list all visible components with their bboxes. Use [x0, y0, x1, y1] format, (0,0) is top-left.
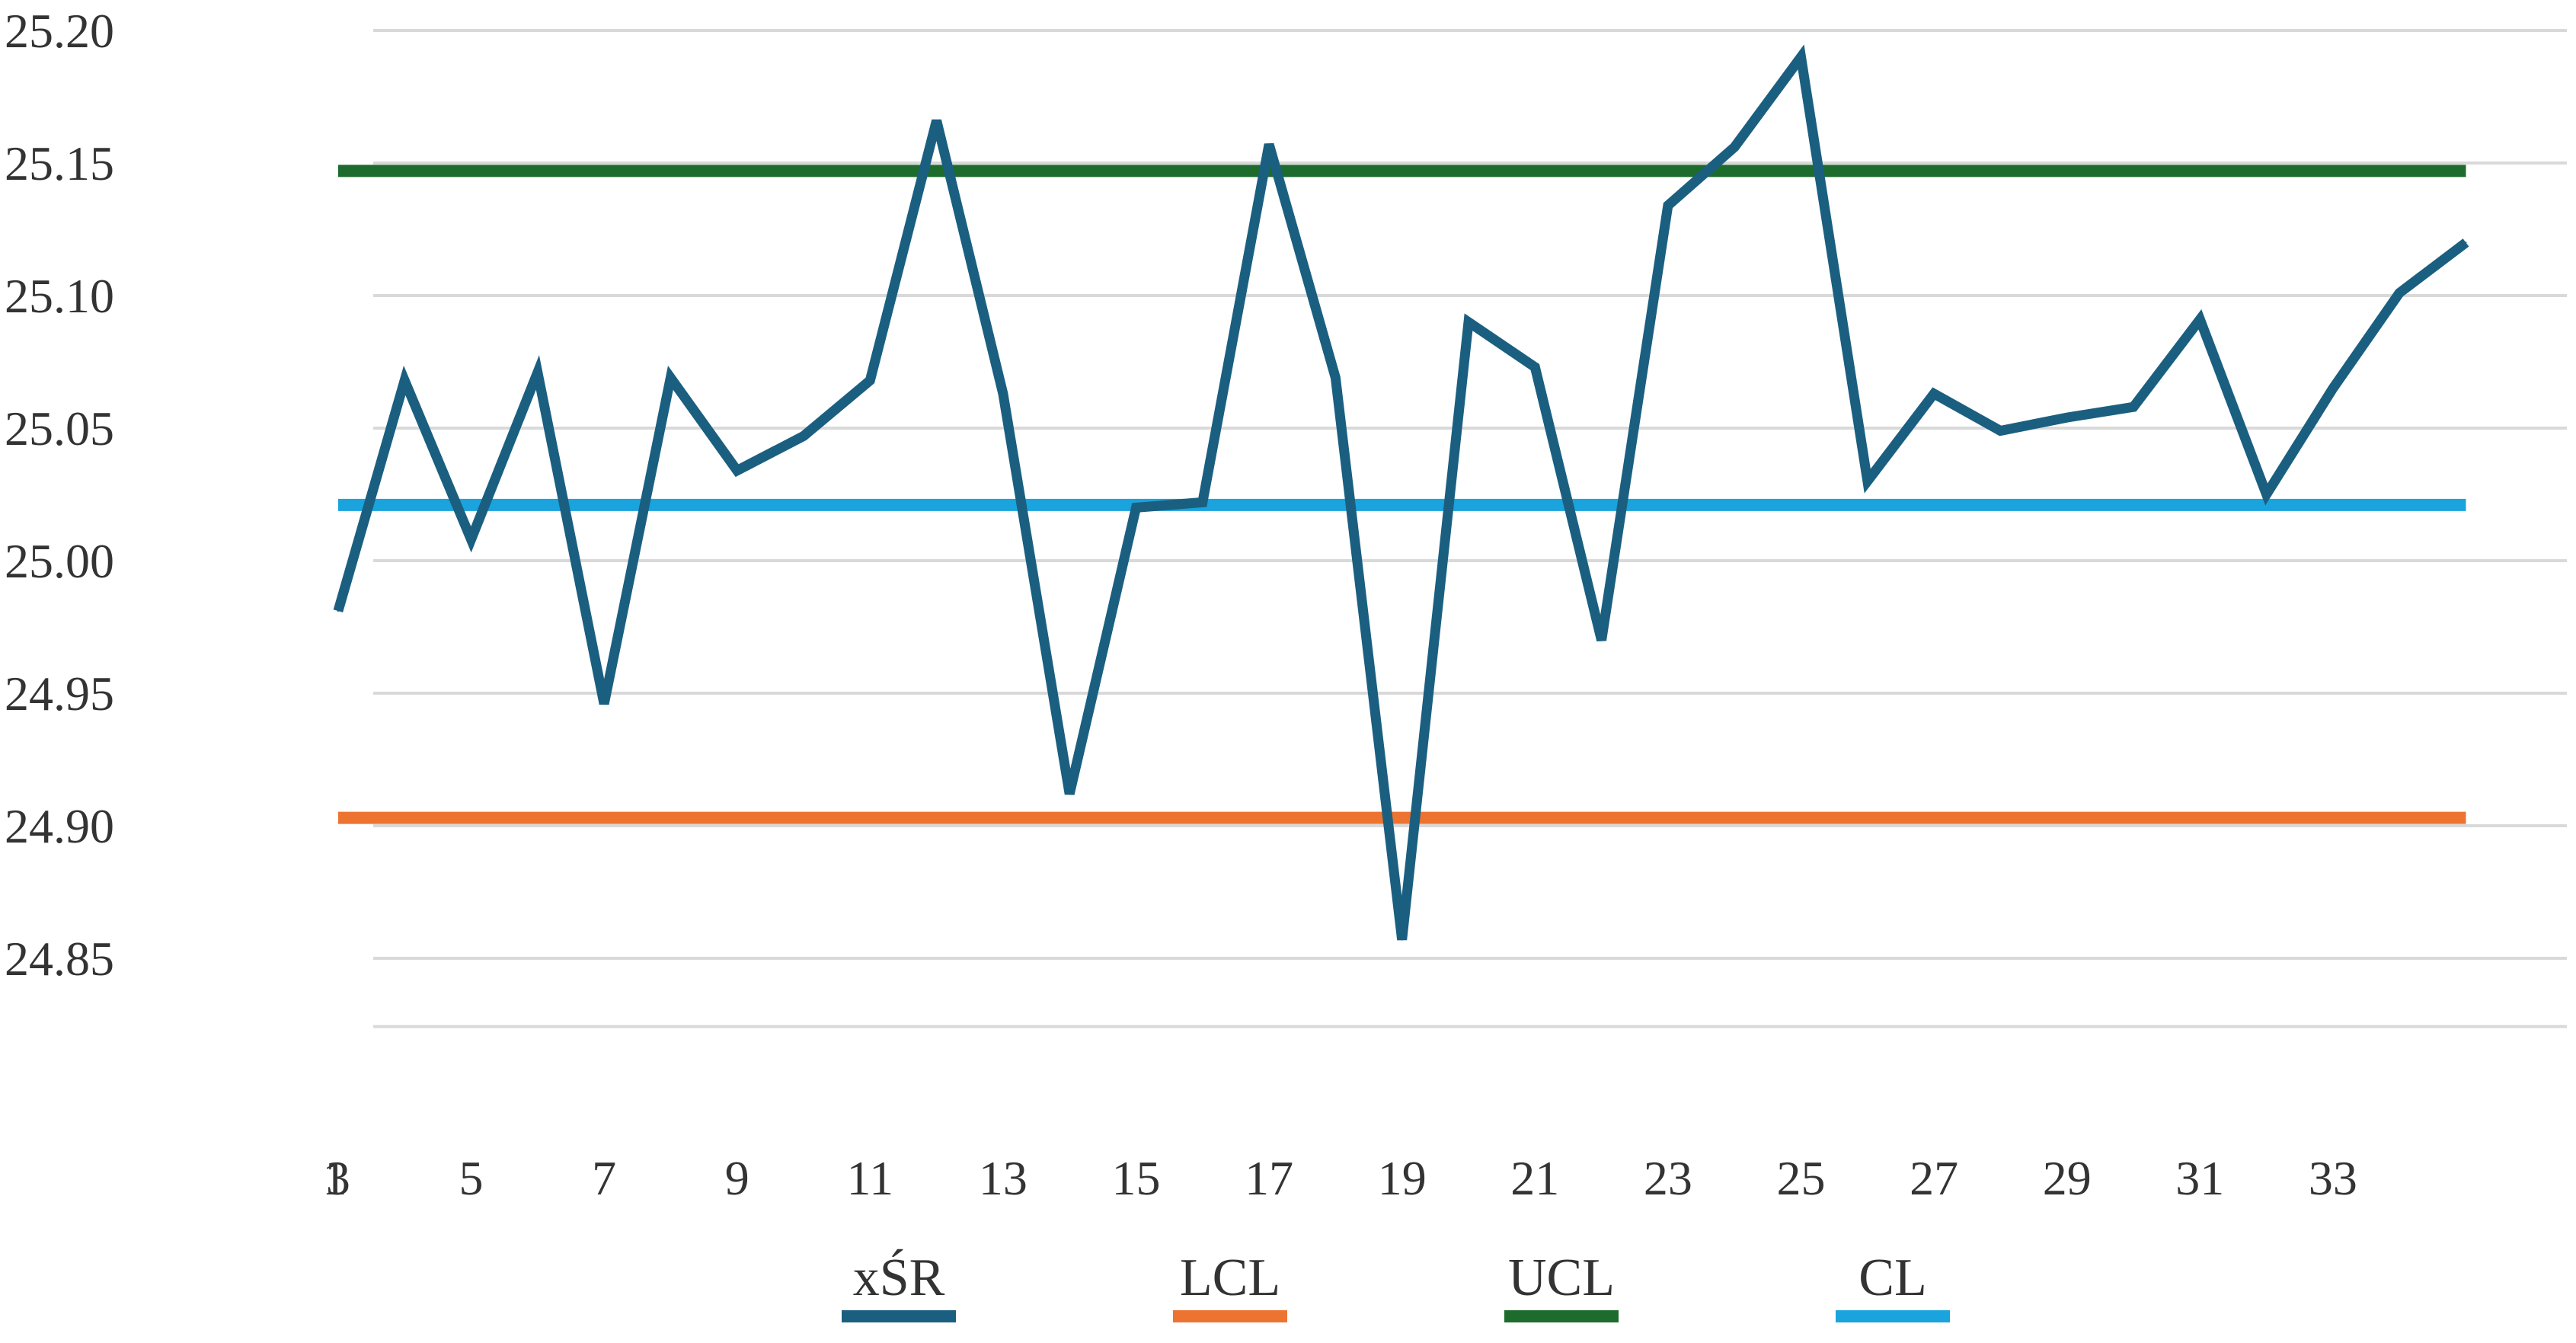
data-point — [1069, 793, 1071, 795]
y-tick-label: 24.95 — [5, 667, 114, 721]
x-tick-label: 27 — [1910, 1151, 1958, 1205]
legend-label: CL — [1858, 1249, 1926, 1307]
y-tick-label: 24.85 — [5, 932, 114, 986]
legend-label: UCL — [1508, 1249, 1615, 1307]
y-tick-label: 25.05 — [5, 401, 114, 456]
x-tick-label: 33 — [2309, 1151, 2357, 1205]
series-lines — [333, 44, 2469, 941]
data-point — [670, 376, 672, 379]
series-line-xśr — [333, 44, 2469, 941]
data-point — [1534, 366, 1536, 368]
data-point — [1999, 430, 2002, 432]
x-tick-label: 9 — [725, 1151, 749, 1205]
data-point — [1334, 376, 1337, 379]
data-point — [2332, 387, 2334, 389]
data-point — [869, 379, 871, 382]
data-point — [1600, 639, 1603, 641]
x-tick-label: 17 — [1245, 1151, 1293, 1205]
data-point — [1734, 146, 1736, 149]
x-axis-tick-labels: 13 5 7 9 11 13 15 17 19 21 23 25 27 29 31 33 — [322, 1151, 2357, 1205]
y-axis-tick-labels: 24.85 24.90 24.95 25.00 25.05 25.10 25.15 25.20 — [5, 4, 114, 986]
y-tick-label: 25.00 — [5, 534, 114, 588]
legend-label: xŚR — [853, 1249, 945, 1307]
x-tick-label: 15 — [1112, 1151, 1161, 1205]
data-point — [935, 120, 938, 122]
x-tick-label: 29 — [2043, 1151, 2092, 1205]
data-point — [2265, 494, 2268, 495]
data-point — [2399, 292, 2401, 294]
x-tick-label: 1 — [322, 1151, 347, 1205]
x-tick-label: 21 — [1510, 1151, 1559, 1205]
data-point — [1800, 56, 1802, 58]
x-tick-label: 5 — [459, 1151, 484, 1205]
data-point — [736, 469, 738, 472]
x-tick-label: 23 — [1644, 1151, 1692, 1205]
data-point — [337, 610, 339, 612]
data-point — [1002, 392, 1004, 395]
y-tick-label: 25.15 — [5, 136, 114, 190]
data-point — [1201, 501, 1203, 504]
data-point — [470, 539, 472, 541]
data-point — [1866, 480, 1868, 482]
x-tick-label: 7 — [592, 1151, 616, 1205]
x-tick-label: 19 — [1378, 1151, 1427, 1205]
x-tick-label: 13 — [979, 1151, 1028, 1205]
data-point — [803, 435, 804, 437]
data-point — [1667, 204, 1669, 206]
y-tick-label: 24.90 — [5, 799, 114, 853]
x-tick-label: 11 — [846, 1151, 893, 1205]
y-tick-label: 25.20 — [5, 4, 114, 58]
data-point — [1135, 507, 1137, 509]
y-tick-label: 25.10 — [5, 269, 114, 323]
data-point — [603, 702, 606, 705]
data-point — [2133, 406, 2134, 408]
grid-lines — [373, 29, 2567, 1028]
data-point — [1933, 392, 1935, 395]
x-tick-label: 31 — [2175, 1151, 2224, 1205]
legend-label: LCL — [1180, 1249, 1280, 1307]
data-point — [2199, 318, 2201, 321]
legend: xŚR LCL UCL CL — [842, 1249, 1950, 1322]
data-point — [1268, 143, 1270, 145]
data-point — [1468, 321, 1469, 323]
data-point — [1401, 939, 1403, 941]
x-tick-label: 3 — [326, 1151, 350, 1205]
data-point — [2465, 241, 2467, 244]
data-point — [404, 379, 406, 382]
data-point — [536, 371, 539, 373]
data-point — [2066, 417, 2068, 419]
x-tick-label: 25 — [1777, 1151, 1826, 1205]
